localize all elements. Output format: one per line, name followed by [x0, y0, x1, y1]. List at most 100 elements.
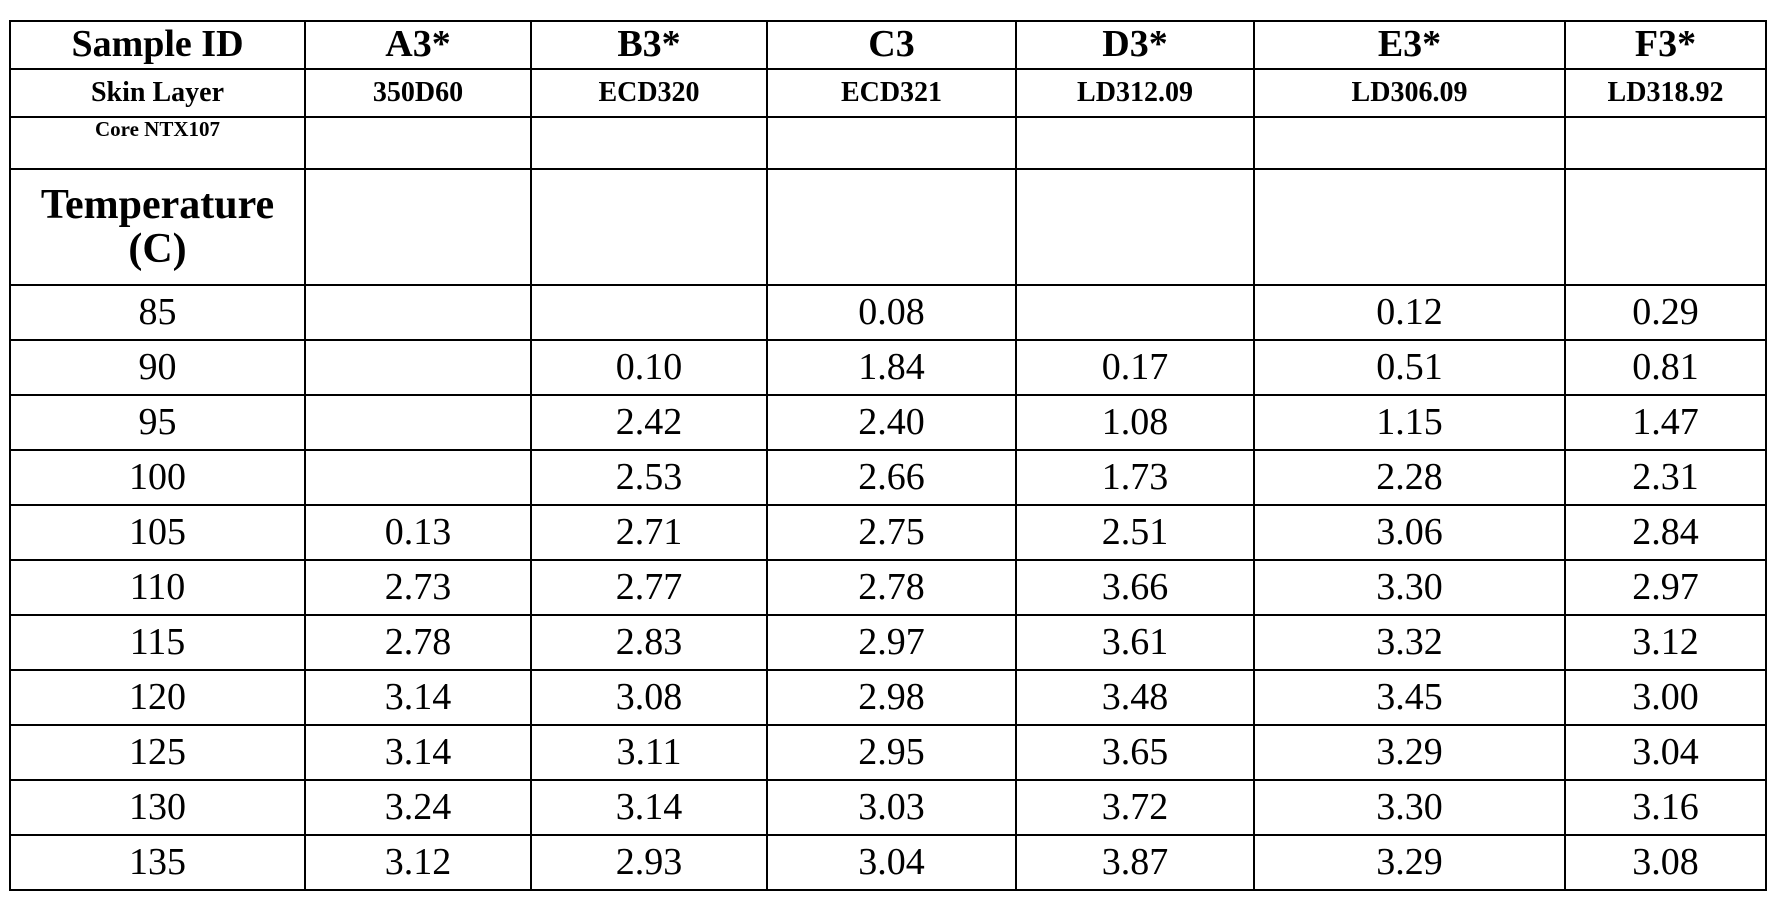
data-row: 1050.132.712.752.513.062.84	[10, 505, 1766, 560]
value-cell: 2.75	[767, 505, 1016, 560]
value-cell: 3.16	[1565, 780, 1766, 835]
value-cell: 3.61	[1016, 615, 1254, 670]
header-cell: F3*	[1565, 21, 1766, 69]
table-body: Sample IDA3*B3*C3D3*E3*F3*Skin Layer350D…	[10, 21, 1766, 890]
header-cell: C3	[767, 21, 1016, 69]
value-cell: 0.08	[767, 285, 1016, 340]
value-cell: 0.12	[1254, 285, 1565, 340]
value-cell: 3.30	[1254, 780, 1565, 835]
value-cell: 0.10	[531, 340, 767, 395]
temperature-cell: 135	[10, 835, 305, 890]
value-cell	[1016, 285, 1254, 340]
data-row: 85 0.08 0.120.29	[10, 285, 1766, 340]
data-row: 1002.532.661.732.282.31	[10, 450, 1766, 505]
skin-layer-cell: LD312.09	[1016, 69, 1254, 117]
value-cell	[305, 285, 531, 340]
value-cell: 1.15	[1254, 395, 1565, 450]
value-cell: 2.31	[1565, 450, 1766, 505]
value-cell: 3.11	[531, 725, 767, 780]
data-row: 900.101.840.170.510.81	[10, 340, 1766, 395]
empty-cell	[531, 169, 767, 285]
value-cell: 3.30	[1254, 560, 1565, 615]
value-cell: 3.87	[1016, 835, 1254, 890]
header-cell: D3*	[1016, 21, 1254, 69]
value-cell: 3.04	[1565, 725, 1766, 780]
value-cell: 3.48	[1016, 670, 1254, 725]
empty-cell	[1254, 117, 1565, 169]
value-cell: 0.13	[305, 505, 531, 560]
value-cell: 0.29	[1565, 285, 1766, 340]
empty-cell	[1254, 169, 1565, 285]
value-cell: 3.14	[305, 725, 531, 780]
temperature-cell: 85	[10, 285, 305, 340]
value-cell: 2.71	[531, 505, 767, 560]
header-cell: Sample ID	[10, 21, 305, 69]
temperature-cell: 130	[10, 780, 305, 835]
empty-cell	[1016, 117, 1254, 169]
skin-layer-cell: LD318.92	[1565, 69, 1766, 117]
data-row: 1353.122.933.043.873.293.08	[10, 835, 1766, 890]
temperature-cell: 115	[10, 615, 305, 670]
value-cell: 2.53	[531, 450, 767, 505]
empty-cell	[305, 117, 531, 169]
value-cell: 2.97	[1565, 560, 1766, 615]
skin-layer-cell: 350D60	[305, 69, 531, 117]
value-cell: 3.06	[1254, 505, 1565, 560]
core-row: Core NTX107	[10, 117, 1766, 169]
skin-layer-cell: Skin Layer	[10, 69, 305, 117]
temperature-row: Temperature (C)	[10, 169, 1766, 285]
data-row: 952.422.401.081.151.47	[10, 395, 1766, 450]
value-cell: 2.40	[767, 395, 1016, 450]
value-cell: 3.08	[1565, 835, 1766, 890]
value-cell: 1.84	[767, 340, 1016, 395]
header-cell: A3*	[305, 21, 531, 69]
value-cell: 1.08	[1016, 395, 1254, 450]
value-cell: 3.12	[305, 835, 531, 890]
value-cell: 3.03	[767, 780, 1016, 835]
header-cell: B3*	[531, 21, 767, 69]
data-row: 1303.243.143.033.723.303.16	[10, 780, 1766, 835]
data-table: Sample IDA3*B3*C3D3*E3*F3*Skin Layer350D…	[9, 20, 1767, 891]
value-cell: 2.28	[1254, 450, 1565, 505]
value-cell: 0.81	[1565, 340, 1766, 395]
value-cell: 3.14	[531, 780, 767, 835]
value-cell	[305, 450, 531, 505]
temperature-label: Temperature (C)	[10, 169, 305, 285]
value-cell: 3.12	[1565, 615, 1766, 670]
value-cell: 3.66	[1016, 560, 1254, 615]
skin-layer-cell: LD306.09	[1254, 69, 1565, 117]
data-row: 1253.143.112.953.653.293.04	[10, 725, 1766, 780]
value-cell: 3.29	[1254, 725, 1565, 780]
data-row: 1152.782.832.973.613.323.12	[10, 615, 1766, 670]
value-cell: 3.08	[531, 670, 767, 725]
value-cell: 2.78	[305, 615, 531, 670]
temperature-cell: 100	[10, 450, 305, 505]
value-cell: 2.84	[1565, 505, 1766, 560]
temperature-cell: 120	[10, 670, 305, 725]
value-cell: 3.32	[1254, 615, 1565, 670]
value-cell: 3.24	[305, 780, 531, 835]
value-cell: 0.17	[1016, 340, 1254, 395]
value-cell: 2.83	[531, 615, 767, 670]
data-row: 1102.732.772.783.663.302.97	[10, 560, 1766, 615]
value-cell: 3.65	[1016, 725, 1254, 780]
value-cell: 2.98	[767, 670, 1016, 725]
value-cell: 2.66	[767, 450, 1016, 505]
value-cell	[305, 395, 531, 450]
value-cell: 2.95	[767, 725, 1016, 780]
value-cell: 3.14	[305, 670, 531, 725]
temperature-cell: 125	[10, 725, 305, 780]
value-cell	[531, 285, 767, 340]
empty-cell	[1016, 169, 1254, 285]
temperature-cell: 110	[10, 560, 305, 615]
empty-cell	[305, 169, 531, 285]
value-cell: 3.04	[767, 835, 1016, 890]
empty-cell	[767, 169, 1016, 285]
value-cell: 2.51	[1016, 505, 1254, 560]
empty-cell	[531, 117, 767, 169]
header-row: Sample IDA3*B3*C3D3*E3*F3*	[10, 21, 1766, 69]
value-cell: 0.51	[1254, 340, 1565, 395]
value-cell: 3.45	[1254, 670, 1565, 725]
header-cell: E3*	[1254, 21, 1565, 69]
empty-cell	[1565, 117, 1766, 169]
